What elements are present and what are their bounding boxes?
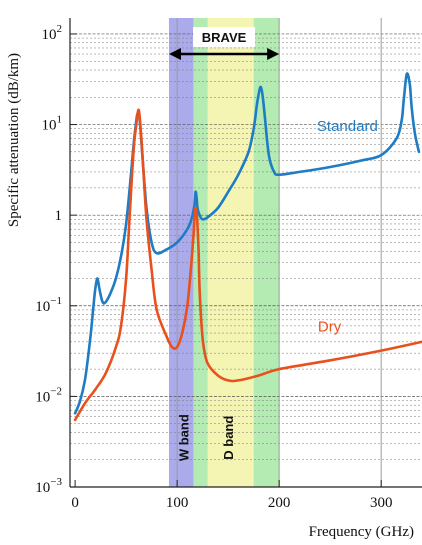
brave-arrow-head-left — [168, 48, 181, 61]
y-tick-label: 1 — [55, 208, 63, 224]
x-tick-label: 0 — [71, 495, 79, 511]
x-axis-label: Frequency (GHz) — [309, 524, 414, 540]
d-band-label: D band — [221, 416, 236, 460]
frequency-band-1 — [193, 18, 208, 487]
y-tick-label: 102 — [42, 23, 63, 43]
frequency-band-2 — [207, 18, 254, 487]
y-tick-label: 10−1 — [35, 295, 62, 315]
w-band-label: W band — [176, 414, 191, 461]
series-label-standard: Standard — [317, 118, 378, 135]
y-tick-label: 10−3 — [35, 476, 62, 496]
frequency-band-0 — [168, 18, 194, 487]
x-tick-label: 100 — [166, 495, 189, 511]
brave-arrow-head-right — [267, 48, 280, 61]
x-tick-label: 300 — [370, 495, 393, 511]
brave-label-box — [193, 27, 256, 48]
x-tick-label: 200 — [268, 495, 291, 511]
series-line-standard — [73, 72, 421, 415]
brave-label: BRAVE — [202, 30, 247, 45]
series-line-dry — [73, 108, 422, 422]
y-axis-label: Specific attenuation (dB/km) — [6, 53, 22, 227]
series-label-dry: Dry — [318, 319, 342, 336]
y-tick-label: 10−2 — [35, 385, 62, 405]
y-tick-label: 101 — [42, 114, 63, 134]
